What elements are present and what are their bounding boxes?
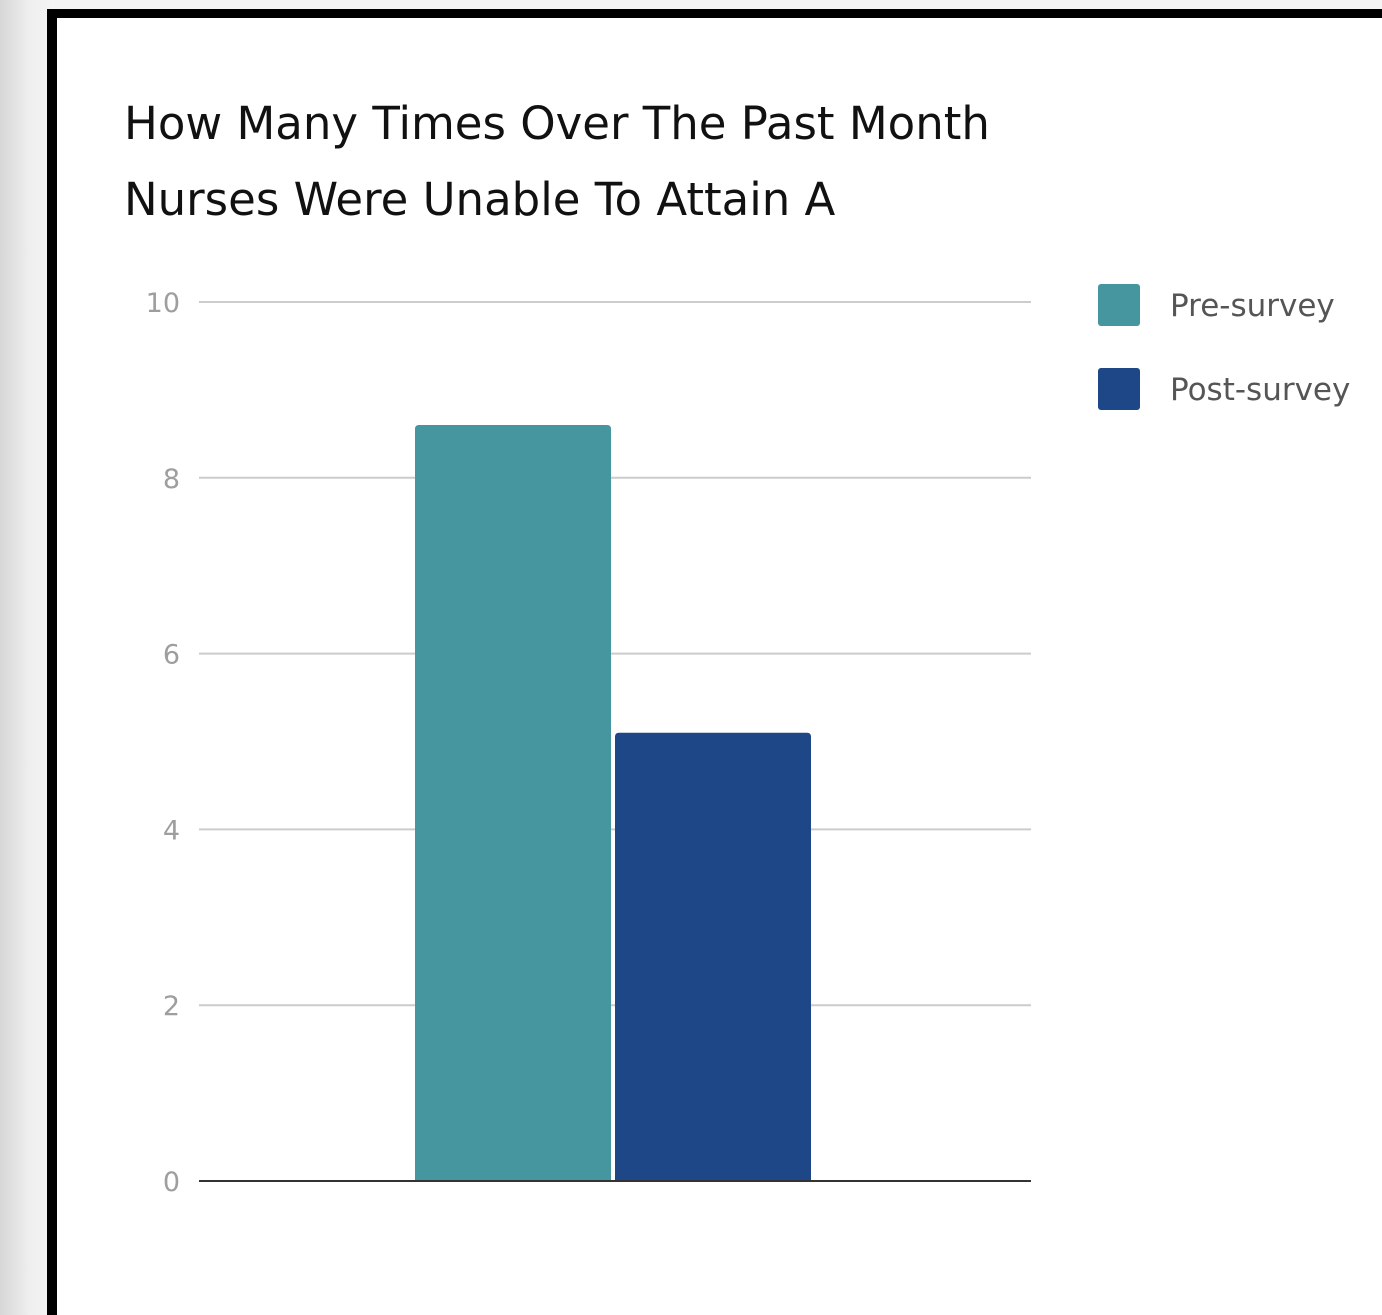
chart-title-line-2: Nurses Were Unable To Attain A — [124, 173, 836, 226]
legend-label-post-survey[interactable]: Post-survey — [1170, 372, 1350, 408]
legend-label-pre-survey[interactable]: Pre-survey — [1170, 288, 1335, 324]
y-axis-tick-labels: 0 2 4 6 8 10 — [146, 288, 180, 1198]
y-tick-label: 2 — [163, 991, 180, 1022]
y-tick-label: 8 — [163, 464, 180, 495]
y-tick-label: 0 — [163, 1167, 180, 1198]
chart-title: How Many Times Over The Past Month Nurse… — [124, 86, 1324, 238]
chart-title-line-1: How Many Times Over The Past Month — [124, 97, 990, 150]
y-tick-label: 6 — [163, 640, 180, 671]
bars — [415, 425, 811, 1181]
bar-pre-survey[interactable] — [415, 425, 611, 1181]
legend-swatch-post-survey — [1098, 368, 1140, 410]
legend[interactable]: Pre-survey Post-survey — [1098, 284, 1350, 410]
y-tick-label: 4 — [163, 815, 180, 846]
y-tick-label: 10 — [146, 288, 180, 319]
bar-post-survey[interactable] — [615, 732, 811, 1181]
legend-swatch-pre-survey — [1098, 284, 1140, 326]
